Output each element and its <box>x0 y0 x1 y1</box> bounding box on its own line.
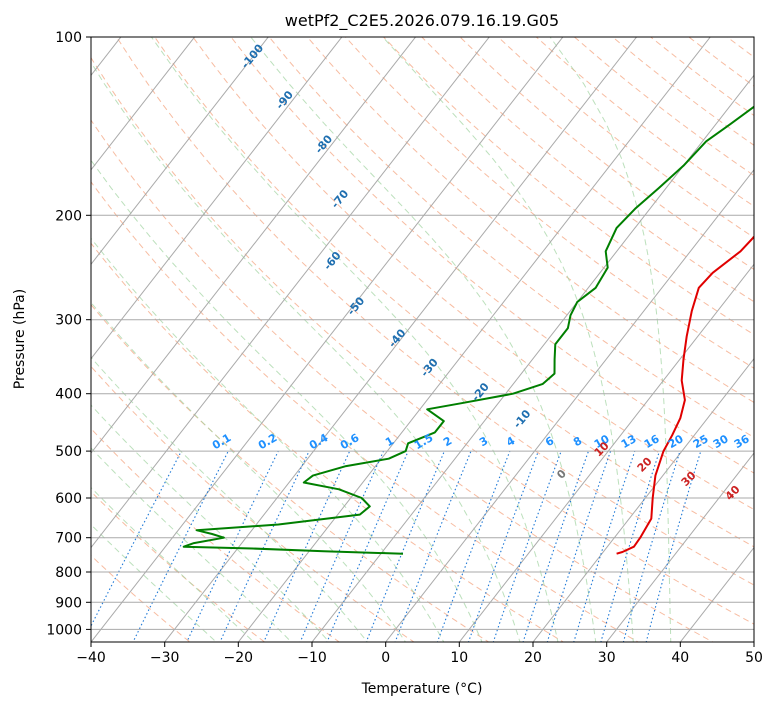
y-tick-label: 1000 <box>46 622 82 638</box>
x-tick-label: 30 <box>598 650 616 666</box>
isotherm-line <box>91 37 417 454</box>
moist-adiabat-line <box>91 486 255 642</box>
isotherm-line <box>458 263 754 642</box>
isotherm-line <box>91 37 490 549</box>
y-tick-label: 100 <box>55 30 82 46</box>
y-tick-label: 600 <box>55 491 82 507</box>
dry-adiabat-line <box>230 37 754 474</box>
y-tick-label: 400 <box>55 387 82 403</box>
background-lines <box>91 37 754 642</box>
x-axis-title: Temperature (°C) <box>361 681 483 697</box>
isotherm-line <box>91 37 343 360</box>
dry-adiabat-line <box>382 37 754 336</box>
dry-adiabat-line <box>91 365 415 642</box>
dry-adiabat-line <box>268 37 754 438</box>
isotherm-line <box>164 37 638 642</box>
sounding-series-line <box>182 105 754 555</box>
isotherm-line <box>237 37 711 642</box>
dry-adiabat-line <box>91 119 714 642</box>
y-tick-label: 200 <box>55 208 82 224</box>
y-axis-title: Pressure (hPa) <box>12 289 28 389</box>
x-tick-label: 10 <box>450 650 468 666</box>
x-tick-label: 20 <box>524 650 542 666</box>
moist-adiabat-line <box>382 37 634 642</box>
dry-adiabat-line <box>91 427 341 642</box>
y-tick-label: 700 <box>55 531 82 547</box>
x-tick-label: −30 <box>150 650 180 666</box>
sounding-series-line <box>616 235 754 555</box>
dry-adiabat-line <box>116 37 754 586</box>
dry-adiabat-line <box>91 181 640 642</box>
dry-adiabat-line <box>91 242 565 642</box>
dry-adiabat-line <box>344 37 754 369</box>
isotherm-line <box>91 37 196 171</box>
x-tick-label: 50 <box>745 650 763 666</box>
y-tick-label: 300 <box>55 313 82 329</box>
isotherm-line <box>311 74 754 642</box>
isotherm-line <box>91 37 269 266</box>
isotherm-line <box>606 452 754 642</box>
moist-adiabat-line <box>549 37 672 642</box>
x-tick-label: −40 <box>76 650 106 666</box>
y-tick-label: 500 <box>55 444 82 460</box>
moist-adiabat-line <box>91 523 217 642</box>
isotherm-line <box>532 357 754 642</box>
dry-adiabat-line <box>91 56 754 625</box>
dry-adiabat-line <box>91 303 490 642</box>
dry-adiabat-line <box>91 490 266 642</box>
isotherm-line <box>91 37 564 642</box>
x-tick-label: 0 <box>381 650 390 666</box>
moist-adiabat-line <box>250 37 597 642</box>
x-tick-label: 40 <box>671 650 689 666</box>
data-series <box>182 105 754 555</box>
isotherm-line <box>385 168 754 642</box>
dry-adiabat-line <box>192 37 754 511</box>
chart-title: wetPf2_C2E5.2026.079.16.19.G05 <box>285 11 559 31</box>
axes: −40 −30 −20 −10 0 10 20 30 40 50 1000 900 800 700 600 5… <box>46 30 763 666</box>
plot-frame <box>90 36 755 643</box>
y-tick-label: 900 <box>55 595 82 611</box>
x-tick-label: −10 <box>297 650 327 666</box>
x-tick-label: −20 <box>224 650 254 666</box>
y-tick-label: 800 <box>55 565 82 581</box>
